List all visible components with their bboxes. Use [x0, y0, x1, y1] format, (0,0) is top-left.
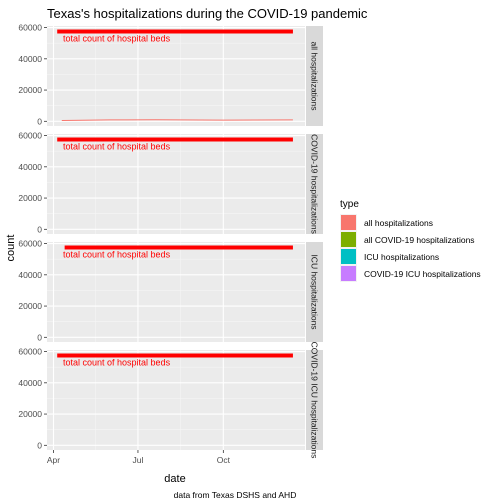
- facet-strip-label: COVID-19 hospitalizations: [310, 134, 320, 234]
- y-tick-label: 0: [37, 224, 42, 234]
- x-axis: Apr Jul Oct: [47, 450, 231, 465]
- y-tick-label: 20000: [18, 193, 42, 203]
- x-tick-label: Jul: [133, 455, 144, 465]
- x-axis-title: date: [164, 473, 185, 485]
- panels: 0 20000 40000 60000 total count of hospital …: [18, 23, 323, 459]
- facet-strip: [306, 242, 323, 342]
- legend-label: ICU hospitalizations: [364, 252, 439, 262]
- legend-title: type: [340, 199, 359, 210]
- legend-swatch: [341, 215, 356, 230]
- y-axis-title: count: [5, 235, 17, 262]
- legend: type all hospitalizations all COVID-19 ho…: [340, 199, 481, 282]
- panel-background: [47, 242, 305, 342]
- hospital-beds-annotation: total count of hospital beds: [63, 357, 171, 367]
- panel-background: [47, 26, 305, 126]
- x-tick-label: Oct: [217, 455, 231, 465]
- panel-1: 0 20000 40000 60000 total count of hospital …: [18, 23, 323, 126]
- y-tick-label: 0: [37, 116, 42, 126]
- y-tick-label: 40000: [18, 378, 42, 388]
- series-line: [61, 119, 293, 121]
- x-tick-label: Apr: [47, 455, 60, 465]
- y-tick-label: 20000: [18, 85, 42, 95]
- chart-title: Texas's hospitalizations during the COVI…: [47, 6, 368, 21]
- panel-2: 0 20000 40000 60000 total count of hospital …: [18, 131, 323, 234]
- hospital-beds-annotation: total count of hospital beds: [63, 249, 171, 259]
- legend-label: all COVID-19 hospitalizations: [364, 235, 475, 245]
- y-tick-label: 0: [37, 332, 42, 342]
- facet-strip-label: ICU hospitalizations: [310, 254, 320, 329]
- y-tick-label: 40000: [18, 162, 42, 172]
- facet-strip: [306, 350, 323, 450]
- chart-caption: data from Texas DSHS and AHD: [174, 490, 297, 500]
- y-tick-label: 40000: [18, 54, 42, 64]
- facet-strip-label: all hospitalizations: [310, 42, 320, 111]
- panel-background: [47, 350, 305, 450]
- panel-4: 0 20000 40000 60000 total count of hospital …: [18, 342, 323, 459]
- y-tick-label: 40000: [18, 270, 42, 280]
- y-tick-label: 0: [37, 440, 42, 450]
- hospital-beds-annotation: total count of hospital beds: [63, 141, 171, 151]
- hospital-beds-annotation: total count of hospital beds: [63, 33, 171, 43]
- legend-label: COVID-19 ICU hospitalizations: [364, 269, 481, 279]
- facet-strip-label: COVID-19 ICU hospitalizations: [310, 342, 320, 459]
- legend-swatch: [341, 249, 356, 264]
- y-tick-label: 20000: [18, 301, 42, 311]
- panel-background: [47, 134, 305, 234]
- facet-strip: [306, 26, 323, 126]
- legend-label: all hospitalizations: [364, 218, 433, 228]
- y-tick-label: 60000: [18, 239, 42, 249]
- legend-swatch: [341, 266, 356, 281]
- y-tick-label: 60000: [18, 23, 42, 33]
- legend-swatch: [341, 232, 356, 247]
- facet-strip: [306, 134, 323, 234]
- y-tick-label: 60000: [18, 347, 42, 357]
- y-tick-label: 60000: [18, 131, 42, 141]
- panel-3: 0 20000 40000 60000 total count of hospital …: [18, 239, 323, 342]
- y-tick-label: 20000: [18, 409, 42, 419]
